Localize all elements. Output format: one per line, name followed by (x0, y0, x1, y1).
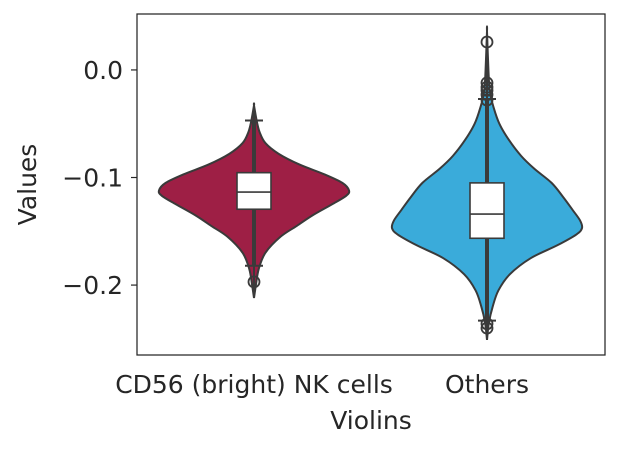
box-iqr (469, 182, 505, 240)
plot-frame (136, 13, 606, 356)
outlier-point (480, 88, 494, 102)
x-axis-title: Violins (330, 406, 412, 435)
outliers-layer (247, 35, 494, 335)
outlier-point (480, 321, 494, 335)
x-tick-label: Others (445, 370, 529, 399)
x-tick-label: CD56 (bright) NK cells (115, 370, 393, 399)
outlier-point (247, 275, 261, 289)
outlier-point (480, 35, 494, 49)
x-axis-ticks: CD56 (bright) NK cells Others (115, 370, 529, 399)
outlier-point (480, 83, 494, 97)
boxes-layer (236, 31, 505, 340)
y-tick-label: −0.1 (62, 164, 123, 193)
box-iqr (236, 171, 272, 211)
y-axis-ticks: 0.0 −0.1 −0.2 (62, 56, 137, 300)
outlier-point (480, 317, 494, 331)
y-tick-label: −0.2 (62, 271, 123, 300)
outlier-point (480, 93, 494, 107)
y-tick-label: 0.0 (83, 56, 123, 85)
y-axis-title: Values (13, 144, 42, 226)
violins-layer (157, 25, 584, 341)
